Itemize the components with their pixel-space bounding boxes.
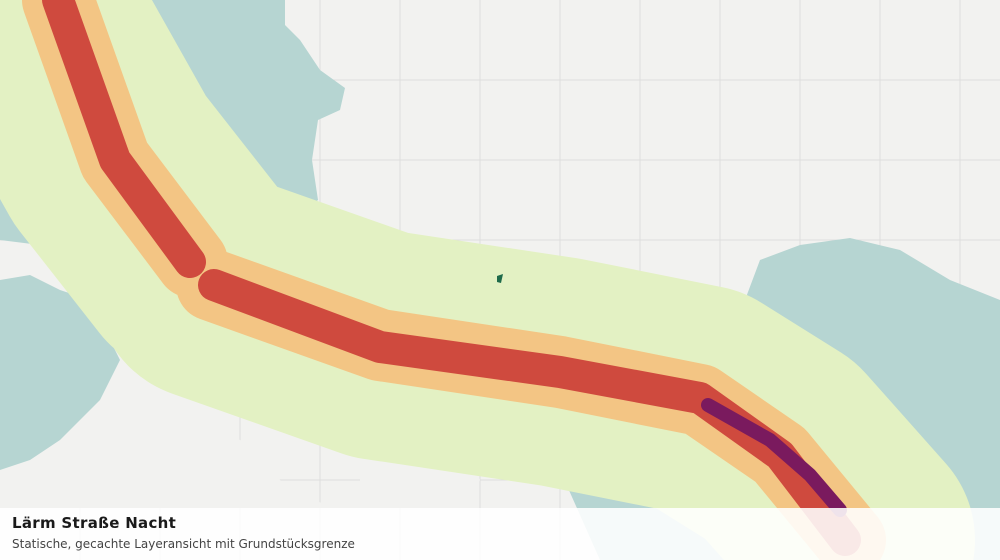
- water-southwest: [0, 275, 120, 470]
- noise-bands: [0, 0, 975, 560]
- legend-bar: Lärm Straße Nacht Statische, gecachte La…: [0, 508, 1000, 560]
- noise-band-high: [42, 0, 861, 556]
- legend-title: Lärm Straße Nacht: [12, 514, 177, 532]
- parcel-marker: [497, 274, 503, 283]
- noise-band-very-high: [701, 398, 847, 517]
- legend-subtitle: Statische, gecachte Layeransicht mit Gru…: [12, 537, 355, 551]
